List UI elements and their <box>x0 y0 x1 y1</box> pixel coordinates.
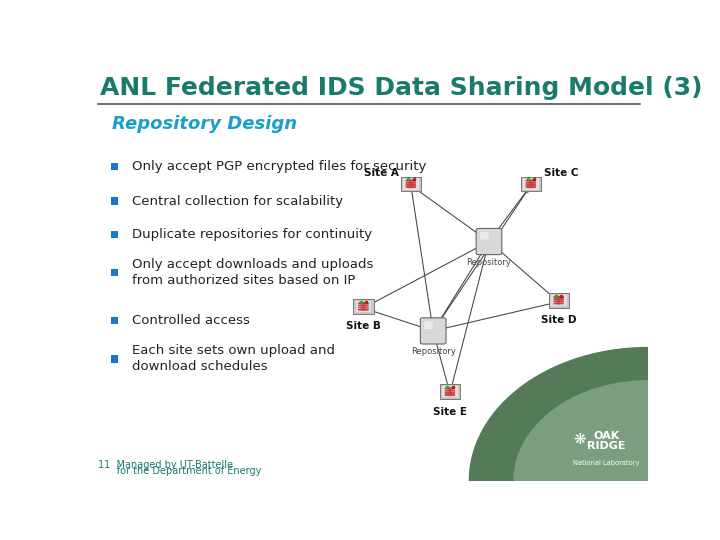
FancyBboxPatch shape <box>551 295 567 306</box>
Polygon shape <box>359 309 369 310</box>
Text: National Laboratory: National Laboratory <box>573 460 639 466</box>
Polygon shape <box>406 182 416 183</box>
Polygon shape <box>445 388 455 389</box>
Polygon shape <box>526 186 536 187</box>
Polygon shape <box>469 348 648 481</box>
Text: Duplicate repositories for continuity: Duplicate repositories for continuity <box>132 228 372 241</box>
Text: Only accept PGP encrypted files for security: Only accept PGP encrypted files for secu… <box>132 160 426 173</box>
FancyBboxPatch shape <box>549 293 569 308</box>
Text: Only accept downloads and uploads
from authorized sites based on IP: Only accept downloads and uploads from a… <box>132 258 373 287</box>
Polygon shape <box>514 381 648 481</box>
Text: Repository: Repository <box>410 347 456 356</box>
FancyBboxPatch shape <box>420 318 446 344</box>
Text: Site B: Site B <box>346 321 381 332</box>
Polygon shape <box>445 392 455 393</box>
Polygon shape <box>406 186 416 187</box>
Polygon shape <box>554 296 564 298</box>
Text: Site D: Site D <box>541 315 577 325</box>
FancyBboxPatch shape <box>356 301 372 312</box>
Text: ANL Federated IDS Data Sharing Model (3): ANL Federated IDS Data Sharing Model (3) <box>100 76 703 100</box>
Text: Site A: Site A <box>364 168 399 178</box>
Polygon shape <box>445 394 455 395</box>
Polygon shape <box>526 180 536 181</box>
Text: Each site sets own upload and
download schedules: Each site sets own upload and download s… <box>132 345 335 373</box>
Bar <box>111 231 119 238</box>
FancyBboxPatch shape <box>403 178 419 190</box>
Text: 11  Managed by UT-Battelle: 11 Managed by UT-Battelle <box>99 460 233 470</box>
FancyBboxPatch shape <box>480 232 489 240</box>
Text: Site E: Site E <box>433 407 467 416</box>
FancyBboxPatch shape <box>440 384 460 399</box>
Bar <box>111 163 119 171</box>
Polygon shape <box>526 184 536 185</box>
Polygon shape <box>359 303 369 304</box>
Text: Repository Design: Repository Design <box>112 115 297 133</box>
FancyBboxPatch shape <box>523 178 539 190</box>
Text: Controlled access: Controlled access <box>132 314 250 327</box>
FancyBboxPatch shape <box>442 386 458 397</box>
FancyBboxPatch shape <box>521 177 541 191</box>
Text: Repository: Repository <box>467 258 511 267</box>
Bar <box>111 355 119 362</box>
Text: Central collection for scalability: Central collection for scalability <box>132 195 343 208</box>
Polygon shape <box>359 307 369 308</box>
FancyBboxPatch shape <box>476 228 502 255</box>
Polygon shape <box>359 305 369 306</box>
Polygon shape <box>406 180 416 181</box>
Polygon shape <box>554 303 564 304</box>
FancyBboxPatch shape <box>424 321 433 329</box>
Polygon shape <box>554 301 564 302</box>
Text: Site C: Site C <box>544 168 579 178</box>
Text: OAK
RIDGE: OAK RIDGE <box>587 431 626 451</box>
Text: for the Department of Energy: for the Department of Energy <box>99 467 262 476</box>
Polygon shape <box>445 390 455 391</box>
FancyBboxPatch shape <box>354 299 374 314</box>
Polygon shape <box>406 184 416 185</box>
Text: ❋: ❋ <box>574 431 586 447</box>
FancyBboxPatch shape <box>401 177 421 191</box>
Polygon shape <box>554 299 564 300</box>
Bar <box>111 198 119 205</box>
Bar <box>111 269 119 276</box>
Bar <box>111 317 119 324</box>
Polygon shape <box>526 182 536 183</box>
